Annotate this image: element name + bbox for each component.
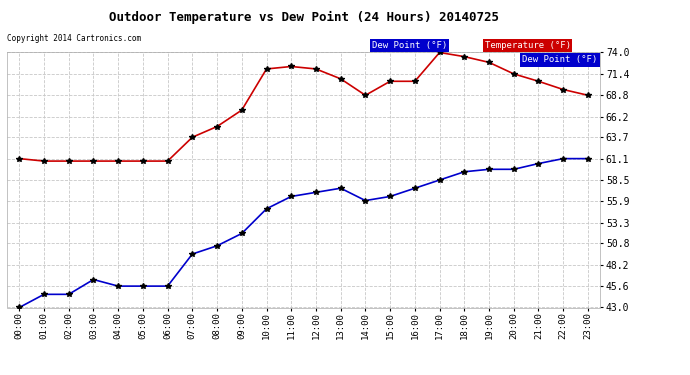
Text: Dew Point (°F): Dew Point (°F) [522,55,598,64]
Text: Copyright 2014 Cartronics.com: Copyright 2014 Cartronics.com [7,34,141,43]
Text: Dew Point (°F): Dew Point (°F) [372,41,447,50]
Text: Temperature (°F): Temperature (°F) [484,41,571,50]
Text: Outdoor Temperature vs Dew Point (24 Hours) 20140725: Outdoor Temperature vs Dew Point (24 Hou… [108,11,499,24]
